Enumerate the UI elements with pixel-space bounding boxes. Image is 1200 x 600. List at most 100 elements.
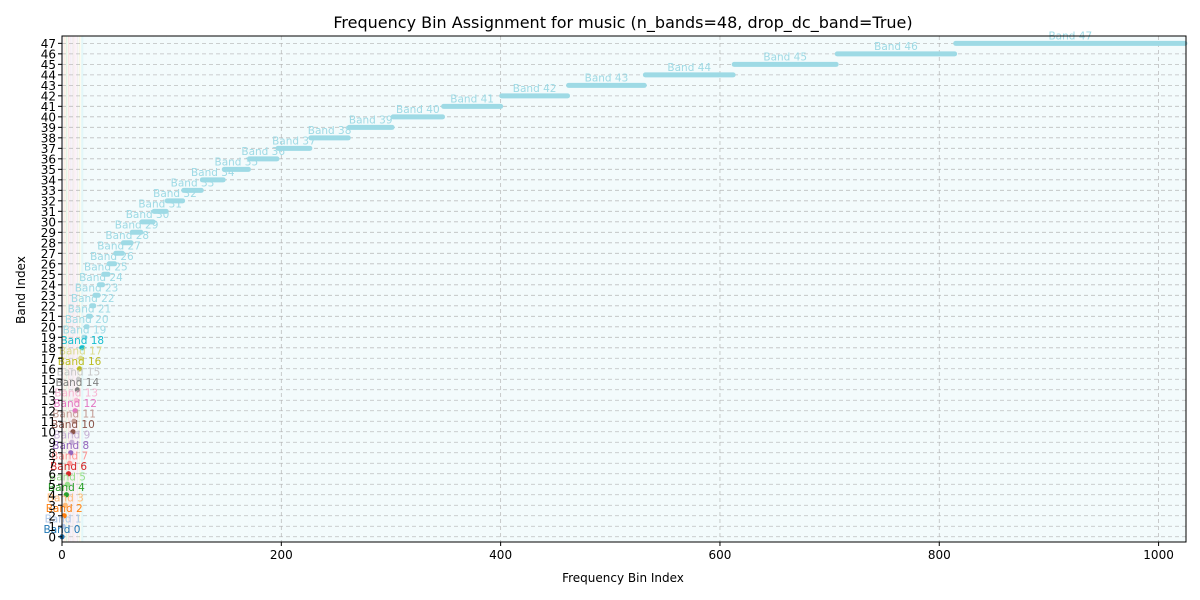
- band-span-13: [75, 36, 77, 542]
- band-span-45: [733, 36, 837, 542]
- band-span-9: [71, 36, 73, 542]
- band-bin-2: [61, 513, 67, 519]
- band-span-3: [64, 36, 66, 542]
- band-span-40: [392, 36, 444, 542]
- band-span-18: [81, 36, 84, 542]
- y-tick-label: 5: [48, 478, 56, 492]
- band-bin-7: [67, 460, 73, 466]
- y-tick-label: 14: [41, 383, 56, 397]
- y-axis-ticks: 0123456789101112131415161718192021222324…: [41, 37, 62, 544]
- band-label-44: Band 44: [667, 62, 711, 74]
- y-tick-label: 11: [41, 415, 56, 429]
- y-tick-label: 37: [41, 142, 56, 156]
- band-label-19: Band 19: [63, 324, 107, 336]
- y-tick-label: 36: [41, 152, 56, 166]
- band-label-38: Band 38: [308, 125, 352, 137]
- band-span-15: [77, 36, 79, 542]
- band-span-11: [73, 36, 75, 542]
- band-label-15: Band 15: [57, 366, 101, 378]
- y-tick-label: 10: [41, 425, 56, 439]
- band-span-44: [644, 36, 734, 542]
- band-label-43: Band 43: [585, 72, 629, 84]
- band-label-28: Band 28: [105, 230, 149, 242]
- x-tick-label: 200: [270, 548, 293, 562]
- band-label-16: Band 16: [58, 356, 102, 368]
- band-span-21: [87, 36, 92, 542]
- band-bin-13: [73, 397, 79, 403]
- x-tick-label: 400: [489, 548, 512, 562]
- band-label-1: Band 1: [45, 513, 82, 525]
- band-label-22: Band 22: [71, 293, 115, 305]
- band-span-shading: [61, 36, 1186, 542]
- band-span-10: [72, 36, 74, 542]
- y-tick-label: 16: [41, 362, 56, 376]
- band-span-6: [68, 36, 70, 542]
- band-label-26: Band 26: [90, 251, 134, 263]
- band-label-9: Band 9: [53, 429, 90, 441]
- band-label-45: Band 45: [763, 51, 807, 63]
- y-tick-label: 33: [41, 184, 56, 198]
- band-label-40: Band 40: [396, 104, 440, 116]
- y-tick-label: 12: [41, 404, 56, 418]
- band-span-36: [248, 36, 278, 542]
- y-tick-label: 6: [48, 467, 56, 481]
- band-label-34: Band 34: [191, 167, 235, 179]
- band-label-35: Band 35: [215, 156, 259, 168]
- band-span-30: [141, 36, 154, 542]
- band-label-41: Band 41: [450, 93, 494, 105]
- y-tick-label: 38: [41, 131, 56, 145]
- band-span-34: [201, 36, 224, 542]
- y-tick-label: 24: [41, 278, 56, 292]
- y-tick-label: 4: [48, 488, 56, 502]
- y-tick-label: 9: [48, 436, 56, 450]
- grid: [61, 36, 1186, 542]
- band-span-28: [122, 36, 132, 542]
- band-label-18: Band 18: [60, 335, 104, 347]
- y-tick-label: 43: [41, 79, 56, 93]
- y-tick-label: 3: [48, 499, 56, 513]
- y-tick-label: 41: [41, 100, 56, 114]
- band-label-14: Band 14: [56, 377, 100, 389]
- band-span-29: [131, 36, 142, 542]
- band-bin-6: [65, 471, 72, 477]
- band-span-37: [277, 36, 311, 542]
- band-label-39: Band 39: [349, 114, 393, 126]
- band-span-5: [66, 36, 69, 542]
- band-span-20: [85, 36, 88, 542]
- band-label-27: Band 27: [97, 240, 141, 252]
- band-span-2: [63, 36, 65, 542]
- y-tick-label: 1: [48, 520, 56, 534]
- band-span-19: [83, 36, 86, 542]
- y-tick-label: 19: [41, 331, 56, 345]
- y-tick-label: 0: [48, 530, 56, 544]
- band-label-29: Band 29: [115, 219, 159, 231]
- y-tick-label: 44: [41, 68, 56, 82]
- y-tick-label: 40: [41, 110, 56, 124]
- band-label-13: Band 13: [54, 387, 98, 399]
- band-span-8: [70, 36, 72, 542]
- band-label-32: Band 32: [153, 188, 197, 200]
- band-label-3: Band 3: [47, 492, 84, 504]
- band-label-37: Band 37: [272, 135, 316, 147]
- band-span-43: [568, 36, 645, 542]
- y-tick-label: 39: [41, 121, 56, 135]
- band-span-32: [166, 36, 184, 542]
- y-tick-label: 30: [41, 215, 56, 229]
- band-label-25: Band 25: [84, 261, 128, 273]
- y-tick-label: 31: [41, 205, 56, 219]
- y-tick-label: 35: [41, 163, 56, 177]
- band-bin-16: [76, 366, 83, 372]
- band-span-26: [108, 36, 116, 542]
- band-label-46: Band 46: [874, 41, 918, 53]
- y-tick-label: 13: [41, 394, 56, 408]
- band-label-23: Band 23: [75, 282, 119, 294]
- band-label-17: Band 17: [59, 345, 103, 357]
- band-span-14: [76, 36, 78, 542]
- band-label-36: Band 36: [241, 146, 285, 158]
- band-span-4: [65, 36, 67, 542]
- y-tick-label: 28: [41, 236, 56, 250]
- x-axis-label: Frequency Bin Index: [562, 571, 684, 585]
- band-bin-3: [62, 502, 68, 508]
- band-span-17: [80, 36, 82, 542]
